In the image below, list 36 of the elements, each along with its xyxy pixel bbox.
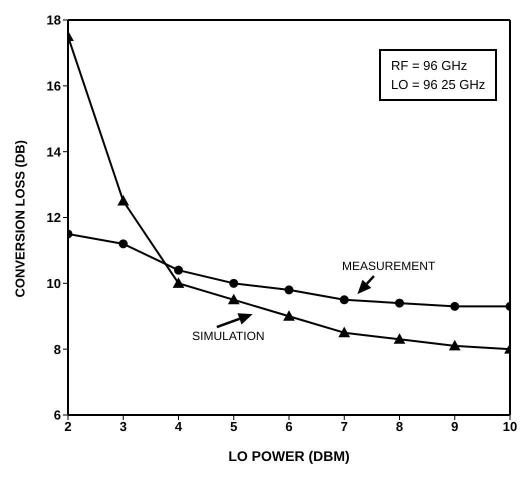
x-axis-title: LO POWER (DBM) xyxy=(228,448,350,464)
point xyxy=(118,196,129,206)
y-tick-label: 16 xyxy=(46,78,61,94)
legend-label: SIMULATION xyxy=(192,329,265,344)
point xyxy=(395,298,404,308)
x-tick-label: 4 xyxy=(174,419,183,434)
point xyxy=(449,340,460,350)
y-tick-label: 10 xyxy=(46,276,61,291)
point xyxy=(284,285,294,294)
y-tick-label: 8 xyxy=(54,342,61,357)
y-tick-label: 14 xyxy=(46,144,62,160)
y-tick-label: 12 xyxy=(46,210,61,226)
x-tick-label: 2 xyxy=(64,419,72,434)
y-axis-title: CONVERSION LOSS (DB) xyxy=(12,140,28,298)
point xyxy=(340,295,349,304)
x-tick-label: 6 xyxy=(285,419,293,434)
y-tick-label: 18 xyxy=(46,12,61,28)
point xyxy=(394,334,405,344)
y-tick-label: 6 xyxy=(54,408,61,423)
point xyxy=(228,294,240,304)
x-tick-label: 3 xyxy=(120,419,127,434)
x-tick-label: 5 xyxy=(230,419,238,434)
point xyxy=(284,310,294,321)
point xyxy=(174,266,183,275)
x-tick-label: 9 xyxy=(451,419,458,434)
x-tick-label: 10 xyxy=(502,419,518,434)
x-tick-label: 7 xyxy=(340,419,348,434)
annotation: LO = 96 25 GHz xyxy=(391,76,486,94)
x-tick-label: 8 xyxy=(396,419,404,434)
point xyxy=(118,239,128,248)
point xyxy=(173,278,184,288)
annotation: RF = 96 GHz xyxy=(391,57,468,75)
point xyxy=(450,302,460,311)
point xyxy=(229,278,238,288)
point xyxy=(338,327,350,338)
series-label: MEASUREMENT xyxy=(342,259,436,274)
